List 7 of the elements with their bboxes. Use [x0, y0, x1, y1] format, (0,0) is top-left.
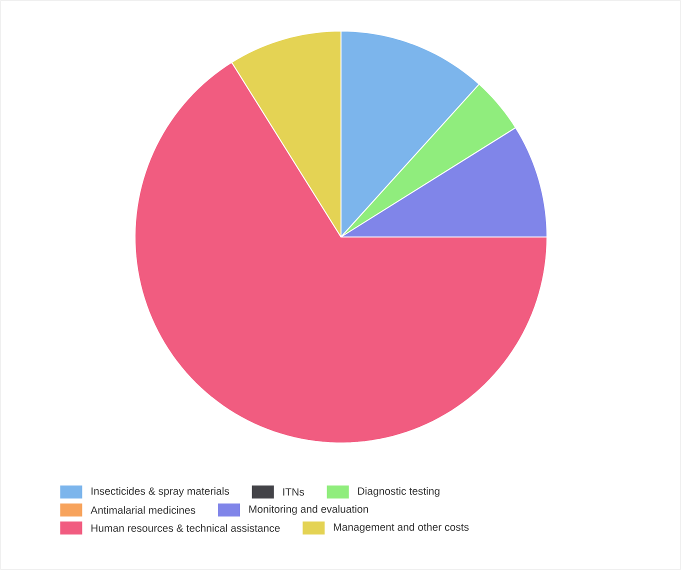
legend-label: Antimalarial medicines [90, 506, 196, 514]
legend-label: ITNs [283, 488, 304, 496]
legend-label: Management and other costs [334, 523, 469, 533]
legend-label: Diagnostic testing [358, 487, 440, 497]
legend-label: Monitoring and evaluation [249, 505, 368, 515]
legend-label: Human resources & technical assistance [91, 524, 280, 532]
legend-label: Insecticides & spray materials [92, 487, 230, 497]
